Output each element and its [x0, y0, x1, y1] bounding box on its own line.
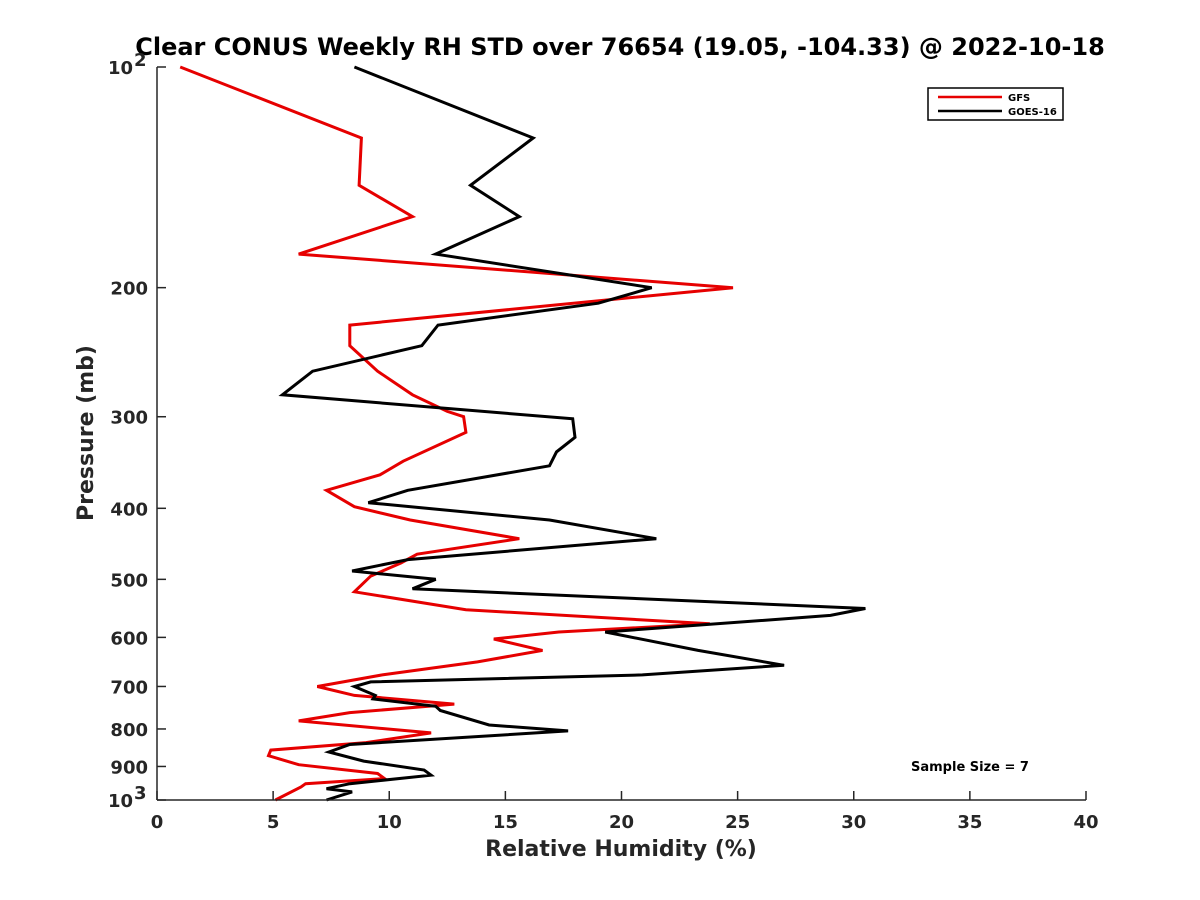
x-tick-label: 10: [377, 812, 402, 833]
legend-box: [927, 87, 1064, 121]
y-tick-label: 200: [110, 279, 148, 300]
x-tick-label: 40: [1073, 812, 1098, 833]
x-axis-ticks: 0 5 10 15 20 25 30 35 40: [151, 791, 1099, 833]
y-tick-label: 600: [110, 628, 148, 649]
series-line-gfs: [179, 65, 734, 802]
x-axis-label: Relative Humidity (%): [485, 837, 757, 862]
y-tick-label: 10: [108, 58, 133, 79]
chart-title: Clear CONUS Weekly RH STD over 76654 (19…: [135, 33, 1105, 61]
y-tick-label: 10: [108, 791, 133, 812]
x-tick-label: 35: [957, 812, 982, 833]
legend: GFS GOES-16: [927, 87, 1064, 121]
x-tick-label: 0: [151, 812, 164, 833]
y-tick-label: 300: [110, 408, 148, 429]
x-tick-label: 30: [841, 812, 866, 833]
y-tick-label: 500: [110, 570, 148, 591]
y-tick-label: 700: [110, 677, 148, 698]
series-line-goes-16: [278, 65, 866, 802]
x-tick-label: 15: [493, 812, 518, 833]
plot-area: [157, 67, 1086, 800]
legend-gfs-label: GFS: [1008, 93, 1030, 104]
x-tick-label: 25: [725, 812, 750, 833]
y-tick-label: 900: [110, 757, 148, 778]
y-tick-label: 800: [110, 720, 148, 741]
series-layer: [179, 65, 866, 802]
legend-goes16-label: GOES-16: [1008, 107, 1057, 118]
x-tick-label: 20: [609, 812, 634, 833]
y-tick-exponent: 3: [134, 783, 147, 804]
y-tick-exponent: 2: [134, 50, 147, 71]
plot-background: [157, 67, 1086, 800]
sample-size-annotation: Sample Size = 7: [911, 760, 1029, 775]
y-axis-label: Pressure (mb): [74, 345, 99, 521]
x-tick-label: 5: [267, 812, 280, 833]
y-tick-label: 400: [110, 499, 148, 520]
